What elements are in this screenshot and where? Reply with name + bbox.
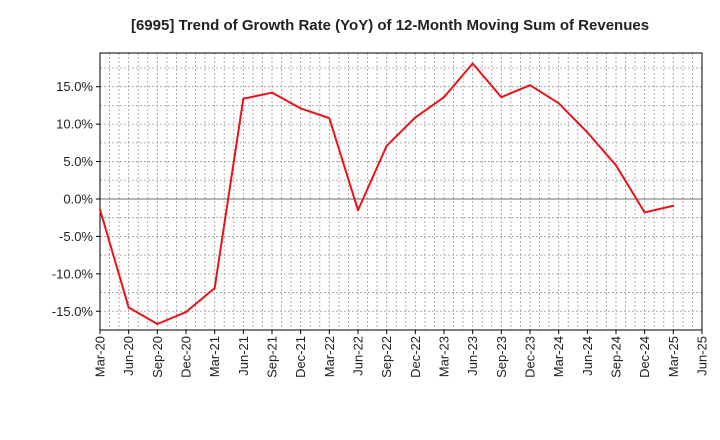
x-tick-label: Mar-20 (93, 336, 108, 377)
y-tick-label: -15.0% (52, 304, 94, 319)
data-point (156, 323, 159, 326)
x-tick-label: Jun-20 (121, 336, 136, 376)
x-tick-label: Mar-23 (437, 336, 452, 377)
data-point (299, 107, 302, 110)
data-point (385, 144, 388, 147)
data-point (615, 164, 617, 167)
grid (100, 53, 702, 330)
data-point (557, 102, 560, 105)
data-point (643, 211, 646, 214)
x-tick-label: Sep-20 (150, 336, 165, 378)
data-point (500, 96, 503, 99)
data-point (357, 209, 359, 212)
x-tick-label: Jun-23 (465, 336, 480, 376)
x-axis-ticks: Mar-20 Jun-20 Sep-20 Dec-20 Mar-21 Jun-21 Sep-… (93, 330, 710, 378)
chart-title: [6995] Trend of Growth Rate (YoY) of 12-… (131, 17, 649, 34)
data-point (586, 131, 589, 134)
x-tick-label: Jun-24 (580, 336, 595, 376)
data-point (529, 84, 531, 87)
x-tick-label: Sep-21 (265, 336, 280, 378)
x-tick-label: Dec-22 (408, 336, 423, 378)
series-group (99, 62, 675, 326)
x-tick-label: Jun-22 (351, 336, 366, 376)
y-tick-label: -5.0% (59, 229, 93, 244)
data-point (185, 311, 187, 314)
data-point (672, 204, 675, 207)
plot-area-frame (99, 52, 703, 331)
data-point (414, 116, 417, 119)
data-point (242, 97, 245, 100)
y-tick-label: -10.0% (52, 266, 94, 281)
x-tick-label: Mar-21 (207, 336, 222, 377)
x-tick-label: Dec-23 (523, 336, 538, 378)
x-tick-label: Dec-20 (179, 336, 194, 378)
y-tick-label: 15.0% (56, 79, 93, 94)
x-tick-label: Dec-24 (637, 336, 652, 378)
y-tick-label: 0.0% (63, 191, 93, 206)
x-tick-label: Mar-22 (322, 336, 337, 377)
data-point (127, 306, 130, 309)
data-point (99, 208, 101, 211)
x-tick-label: Sep-23 (494, 336, 509, 378)
data-point (443, 96, 445, 99)
x-tick-label: Sep-22 (379, 336, 394, 378)
data-point (213, 287, 216, 290)
x-tick-label: Sep-24 (609, 336, 624, 378)
x-tick-label: Jun-21 (236, 336, 251, 376)
y-tick-label: 10.0% (56, 117, 93, 132)
x-tick-label: Jun-25 (695, 336, 710, 376)
data-point (328, 117, 331, 120)
x-tick-label: Mar-25 (666, 336, 681, 377)
data-point (471, 62, 474, 65)
x-tick-label: Dec-21 (293, 336, 308, 378)
y-tick-label: 5.0% (63, 154, 93, 169)
x-tick-label: Mar-24 (551, 336, 566, 377)
y-axis-ticks: 15.0% 10.0% 5.0% 0.0% -5.0% -10.0% -15.0% (52, 79, 100, 319)
data-point (271, 91, 273, 94)
